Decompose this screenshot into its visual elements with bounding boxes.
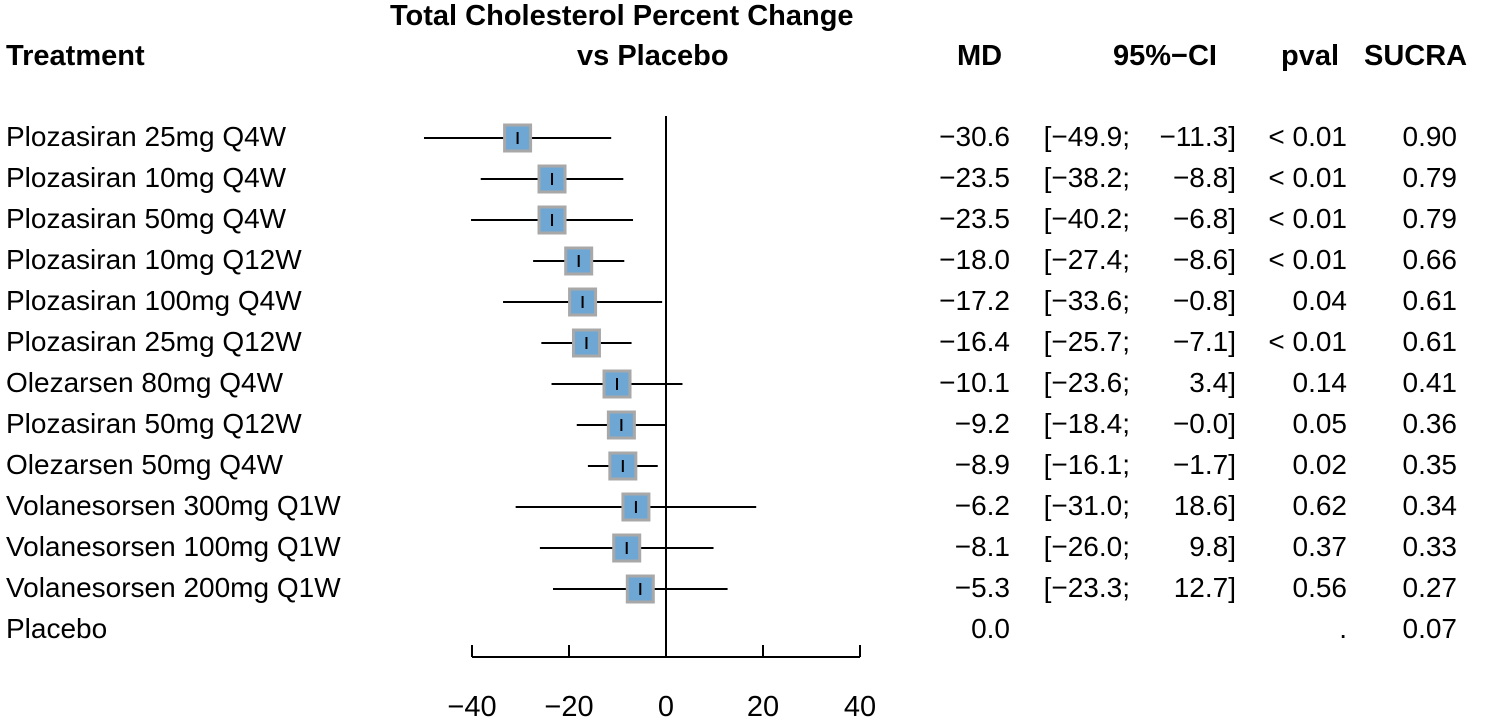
sucra-value: 0.61	[1402, 285, 1458, 316]
column-header-sucra: SUCRA	[1364, 40, 1468, 72]
pval-value: < 0.01	[1268, 121, 1347, 152]
md-value: −23.5	[939, 162, 1010, 193]
chart-title-line1: Total Cholesterol Percent Change	[390, 0, 854, 32]
md-value: −9.2	[954, 408, 1010, 439]
treatment-label: Plozasiran 25mg Q4W	[6, 121, 287, 152]
sucra-value: 0.79	[1402, 162, 1458, 193]
pval-value: < 0.01	[1268, 244, 1347, 275]
pval-value: 0.62	[1292, 490, 1348, 521]
x-tick-label: 20	[747, 691, 779, 723]
pval-value: 0.56	[1292, 572, 1348, 603]
pval-value: 0.05	[1292, 408, 1348, 439]
pval-value: 0.02	[1292, 449, 1348, 480]
ci-lower-value: [−25.7;	[1043, 326, 1130, 357]
column-header-ci: 95%−CI	[1113, 40, 1217, 72]
sucra-value: 0.35	[1402, 449, 1458, 480]
treatment-label: Volanesorsen 100mg Q1W	[6, 531, 341, 562]
ci-upper-value: 3.4]	[1189, 367, 1236, 398]
treatment-label: Olezarsen 50mg Q4W	[6, 449, 283, 480]
x-tick-label: −20	[544, 691, 593, 723]
treatment-label: Plozasiran 50mg Q12W	[6, 408, 302, 439]
column-header-md: MD	[957, 40, 1003, 72]
ci-upper-value: −8.8]	[1172, 162, 1236, 193]
ci-upper-value: 18.6]	[1173, 490, 1236, 521]
column-header-pval: pval	[1281, 40, 1340, 72]
md-value: −18.0	[939, 244, 1010, 275]
point-estimate-box	[503, 123, 533, 153]
md-value: −17.2	[939, 285, 1010, 316]
ci-lower-value: [−16.1;	[1043, 449, 1130, 480]
ci-upper-value: −0.0]	[1172, 408, 1236, 439]
sucra-value: 0.34	[1402, 490, 1458, 521]
sucra-value: 0.07	[1402, 613, 1458, 644]
ci-upper-value: −6.8]	[1172, 203, 1236, 234]
x-tick-label: 40	[844, 691, 876, 723]
ci-upper-value: −7.1]	[1172, 326, 1236, 357]
md-value: −10.1	[939, 367, 1010, 398]
sucra-value: 0.33	[1402, 531, 1458, 562]
ci-upper-value: 9.8]	[1189, 531, 1236, 562]
ci-upper-value: −1.7]	[1172, 449, 1236, 480]
ci-lower-value: [−27.4;	[1043, 244, 1130, 275]
ci-lower-value: [−23.6;	[1043, 367, 1130, 398]
md-value: −6.2	[954, 490, 1010, 521]
ci-lower-value: [−38.2;	[1043, 162, 1130, 193]
pval-value: .	[1339, 613, 1347, 644]
ci-lower-value: [−18.4;	[1043, 408, 1130, 439]
point-estimate-box	[625, 574, 655, 604]
treatment-label: Plozasiran 50mg Q4W	[6, 203, 287, 234]
ci-upper-value: −11.3]	[1159, 121, 1236, 152]
x-tick-label: −40	[447, 691, 496, 723]
sucra-value: 0.90	[1402, 121, 1458, 152]
chart-title-line2: vs Placebo	[577, 40, 729, 72]
point-estimate-box	[608, 451, 638, 481]
md-value: −5.3	[954, 572, 1010, 603]
md-value: −16.4	[939, 326, 1010, 357]
md-value: −30.6	[939, 121, 1010, 152]
ci-lower-value: [−31.0;	[1043, 490, 1130, 521]
treatment-label: Plozasiran 25mg Q12W	[6, 326, 302, 357]
ci-lower-value: [−33.6;	[1043, 285, 1130, 316]
sucra-value: 0.79	[1402, 203, 1458, 234]
pval-value: < 0.01	[1268, 162, 1347, 193]
treatment-label: Plozasiran 10mg Q4W	[6, 162, 287, 193]
treatment-label: Placebo	[6, 613, 108, 644]
pval-value: < 0.01	[1268, 203, 1347, 234]
treatment-label: Plozasiran 100mg Q4W	[6, 285, 302, 316]
md-value: −8.1	[954, 531, 1010, 562]
md-value: −23.5	[939, 203, 1010, 234]
ci-upper-value: −0.8]	[1172, 285, 1236, 316]
sucra-value: 0.41	[1402, 367, 1458, 398]
point-estimate-box	[568, 287, 598, 317]
ci-upper-value: 12.7]	[1173, 572, 1236, 603]
pval-value: 0.37	[1292, 531, 1348, 562]
pval-value: 0.14	[1292, 367, 1348, 398]
ci-lower-value: [−49.9;	[1043, 121, 1130, 152]
ci-lower-value: [−26.0;	[1043, 531, 1130, 562]
pval-value: < 0.01	[1268, 326, 1347, 357]
sucra-value: 0.36	[1402, 408, 1458, 439]
md-value: −8.9	[954, 449, 1010, 480]
ci-lower-value: [−23.3;	[1043, 572, 1130, 603]
treatment-label: Olezarsen 80mg Q4W	[6, 367, 283, 398]
column-header-treatment: Treatment	[6, 40, 145, 72]
ci-lower-value: [−40.2;	[1043, 203, 1130, 234]
x-tick-label: 0	[658, 691, 674, 723]
sucra-value: 0.27	[1402, 572, 1458, 603]
treatment-label: Plozasiran 10mg Q12W	[6, 244, 302, 275]
ci-upper-value: −8.6]	[1172, 244, 1236, 275]
sucra-value: 0.61	[1402, 326, 1458, 357]
sucra-value: 0.66	[1402, 244, 1458, 275]
md-value: 0.0	[971, 613, 1010, 644]
treatment-label: Volanesorsen 200mg Q1W	[6, 572, 341, 603]
pval-value: 0.04	[1292, 285, 1348, 316]
treatment-label: Volanesorsen 300mg Q1W	[6, 490, 341, 521]
